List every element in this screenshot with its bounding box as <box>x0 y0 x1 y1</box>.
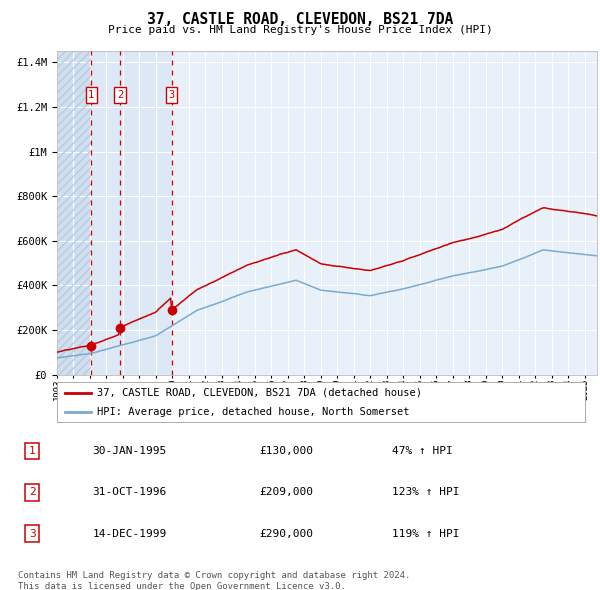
Text: 1: 1 <box>88 90 94 100</box>
Text: 2: 2 <box>117 90 123 100</box>
Text: 2: 2 <box>29 487 35 497</box>
Polygon shape <box>91 51 172 375</box>
Polygon shape <box>57 51 91 375</box>
Text: 30-JAN-1995: 30-JAN-1995 <box>92 446 167 456</box>
Text: 14-DEC-1999: 14-DEC-1999 <box>92 529 167 539</box>
Text: £290,000: £290,000 <box>260 529 314 539</box>
Text: 1: 1 <box>29 446 35 456</box>
Text: 119% ↑ HPI: 119% ↑ HPI <box>392 529 460 539</box>
Text: 123% ↑ HPI: 123% ↑ HPI <box>392 487 460 497</box>
Text: 3: 3 <box>169 90 175 100</box>
Text: 31-OCT-1996: 31-OCT-1996 <box>92 487 167 497</box>
Text: 3: 3 <box>29 529 35 539</box>
Text: Contains HM Land Registry data © Crown copyright and database right 2024.
This d: Contains HM Land Registry data © Crown c… <box>18 571 410 590</box>
Text: Price paid vs. HM Land Registry's House Price Index (HPI): Price paid vs. HM Land Registry's House … <box>107 25 493 35</box>
Text: 37, CASTLE ROAD, CLEVEDON, BS21 7DA: 37, CASTLE ROAD, CLEVEDON, BS21 7DA <box>147 12 453 27</box>
Text: £130,000: £130,000 <box>260 446 314 456</box>
Text: HPI: Average price, detached house, North Somerset: HPI: Average price, detached house, Nort… <box>97 407 409 417</box>
Text: £209,000: £209,000 <box>260 487 314 497</box>
Text: 37, CASTLE ROAD, CLEVEDON, BS21 7DA (detached house): 37, CASTLE ROAD, CLEVEDON, BS21 7DA (det… <box>97 388 422 398</box>
Text: 47% ↑ HPI: 47% ↑ HPI <box>392 446 453 456</box>
